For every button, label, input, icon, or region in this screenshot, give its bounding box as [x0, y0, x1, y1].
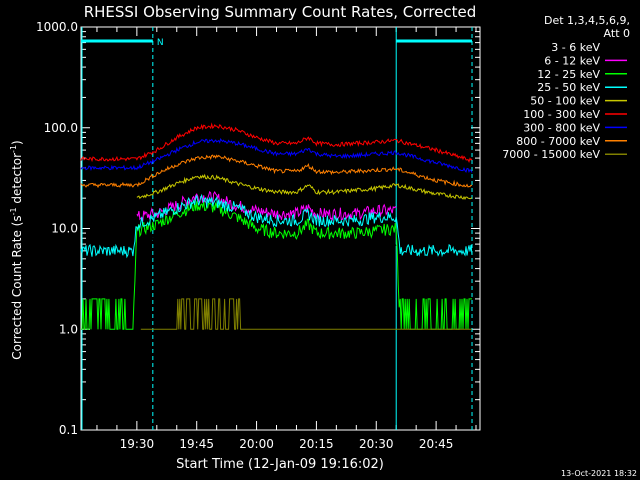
legend-entry: 50 - 100 keV [530, 95, 600, 108]
x-axis: 19:30 19:45 20:00 20:15 20:30 20:45 [96, 27, 477, 451]
y-axis-label-sup1: -1 [9, 207, 18, 215]
legend-entry: 100 - 300 keV [523, 108, 600, 121]
series-line [136, 213, 397, 254]
x-axis-label: Start Time (12-Jan-09 19:16:02) [176, 457, 384, 472]
y-tick-label: 10.0 [51, 222, 78, 236]
y-tick-label: 100.0 [44, 121, 78, 135]
series-line [80, 193, 473, 259]
legend-entry: 7000 - 15000 keV [502, 148, 600, 161]
x-tick-label: 19:30 [120, 437, 155, 451]
series-line [80, 154, 473, 189]
timestamp: 13-Oct-2021 18:32 [561, 469, 637, 478]
legend-entry: 6 - 12 keV [544, 54, 600, 67]
x-tick-label: 20:30 [359, 437, 394, 451]
series-line [136, 173, 473, 200]
y-tick-label: 1000.0 [36, 20, 78, 34]
legend-entry: 300 - 800 keV [523, 121, 600, 134]
legend-entry: 800 - 7000 keV [516, 135, 600, 148]
night-label: N [157, 38, 164, 48]
series-line [136, 190, 397, 222]
legend-entry: 12 - 25 keV [537, 68, 600, 81]
series-line [140, 298, 472, 330]
series-line [81, 200, 472, 330]
y-axis-label: Corrected Count Rate (s-1 detector-1) [9, 140, 24, 359]
x-tick-label: 20:00 [239, 437, 274, 451]
legend-entry: 25 - 50 keV [537, 81, 600, 94]
y-axis-label-sup2: -1 [9, 145, 18, 153]
series-layer [80, 122, 473, 330]
legend-title-line1: Det 1,3,4,5,6,9, [544, 14, 630, 27]
series-line [80, 137, 473, 174]
legend-title-line2: Att 0 [604, 27, 630, 40]
series-line [80, 122, 473, 163]
y-tick-label: 0.1 [59, 423, 78, 437]
y-tick-label: 1.0 [59, 322, 78, 336]
chart-title: RHESSI Observing Summary Count Rates, Co… [84, 3, 477, 21]
y-axis: 0.1 1.0 10.0 100.0 1000.0 [36, 20, 480, 437]
x-tick-label: 20:15 [299, 437, 334, 451]
legend-entry: 3 - 6 keV [551, 41, 600, 54]
x-tick-label: 19:45 [179, 437, 214, 451]
x-tick-label: 20:45 [419, 437, 454, 451]
